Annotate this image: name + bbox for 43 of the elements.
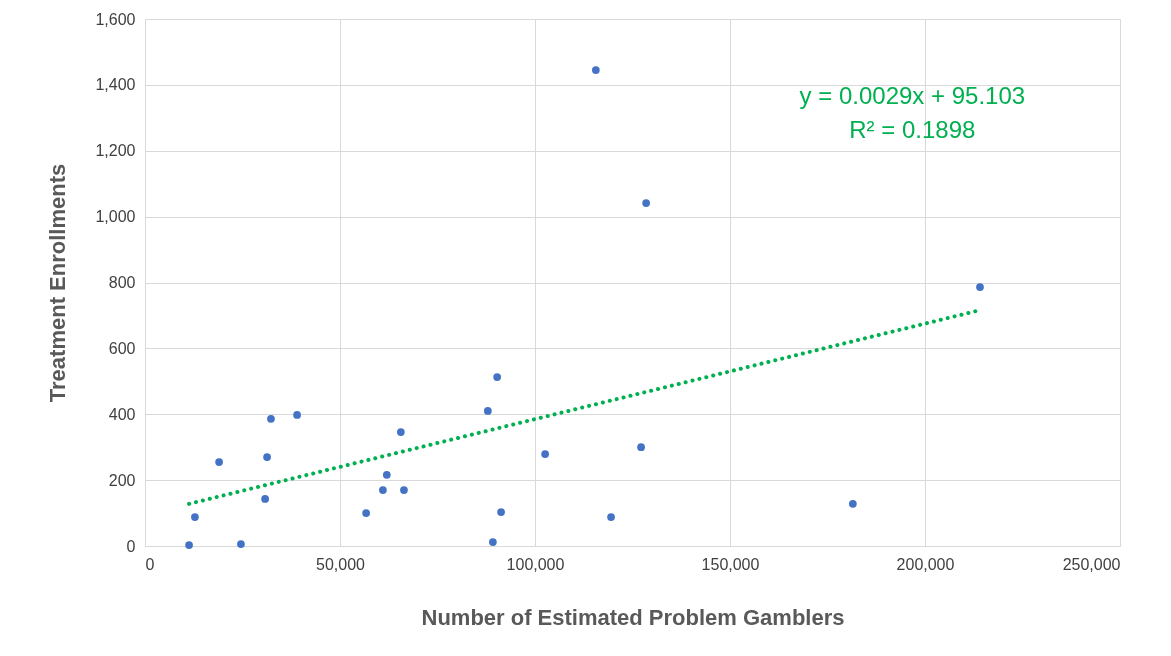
y-tick-label: 1,400	[95, 76, 136, 94]
y-tick-label: 200	[108, 471, 136, 489]
point	[848, 499, 857, 508]
y-tick-label: 400	[108, 405, 136, 423]
x-tick-label: 150,000	[701, 555, 760, 573]
x-tick-label: 100,000	[506, 555, 565, 573]
point	[489, 538, 497, 546]
point	[591, 66, 600, 74]
y-tick-label: 800	[108, 274, 136, 291]
point	[541, 450, 550, 458]
y-axis-title: Treatment Enrollments	[45, 163, 71, 403]
point	[607, 513, 615, 521]
point	[263, 453, 271, 461]
point	[267, 415, 275, 423]
point	[261, 495, 269, 503]
annotation: R² = 0.1898	[849, 116, 976, 143]
point	[400, 486, 408, 494]
x-tick-label: 250,000	[1062, 555, 1121, 573]
point	[237, 540, 245, 548]
point	[191, 513, 199, 521]
x-tick-label: 50,000	[316, 555, 366, 573]
point	[396, 428, 405, 436]
point	[642, 199, 651, 207]
y-tick-label: 1,600	[95, 10, 136, 28]
y-tick-label: 0	[126, 537, 136, 555]
point	[215, 458, 223, 466]
annotation: y = 0.0029x + 95.103	[799, 82, 1026, 109]
point	[976, 283, 984, 291]
point	[382, 470, 391, 479]
x-tick-label: 0	[145, 555, 155, 573]
point	[493, 373, 502, 381]
point	[185, 541, 193, 549]
point	[362, 509, 370, 517]
y-tick-label: 1,200	[95, 142, 136, 160]
point	[483, 407, 492, 415]
point	[293, 411, 301, 419]
x-tick-label: 200,000	[896, 555, 955, 573]
y-tick-label: 1,000	[95, 208, 136, 226]
point	[379, 486, 387, 494]
point	[497, 508, 505, 516]
point	[637, 443, 645, 452]
y-tick-label: 600	[108, 339, 136, 357]
x-axis-title: Number of Estimated Problem Gamblers	[421, 604, 845, 630]
